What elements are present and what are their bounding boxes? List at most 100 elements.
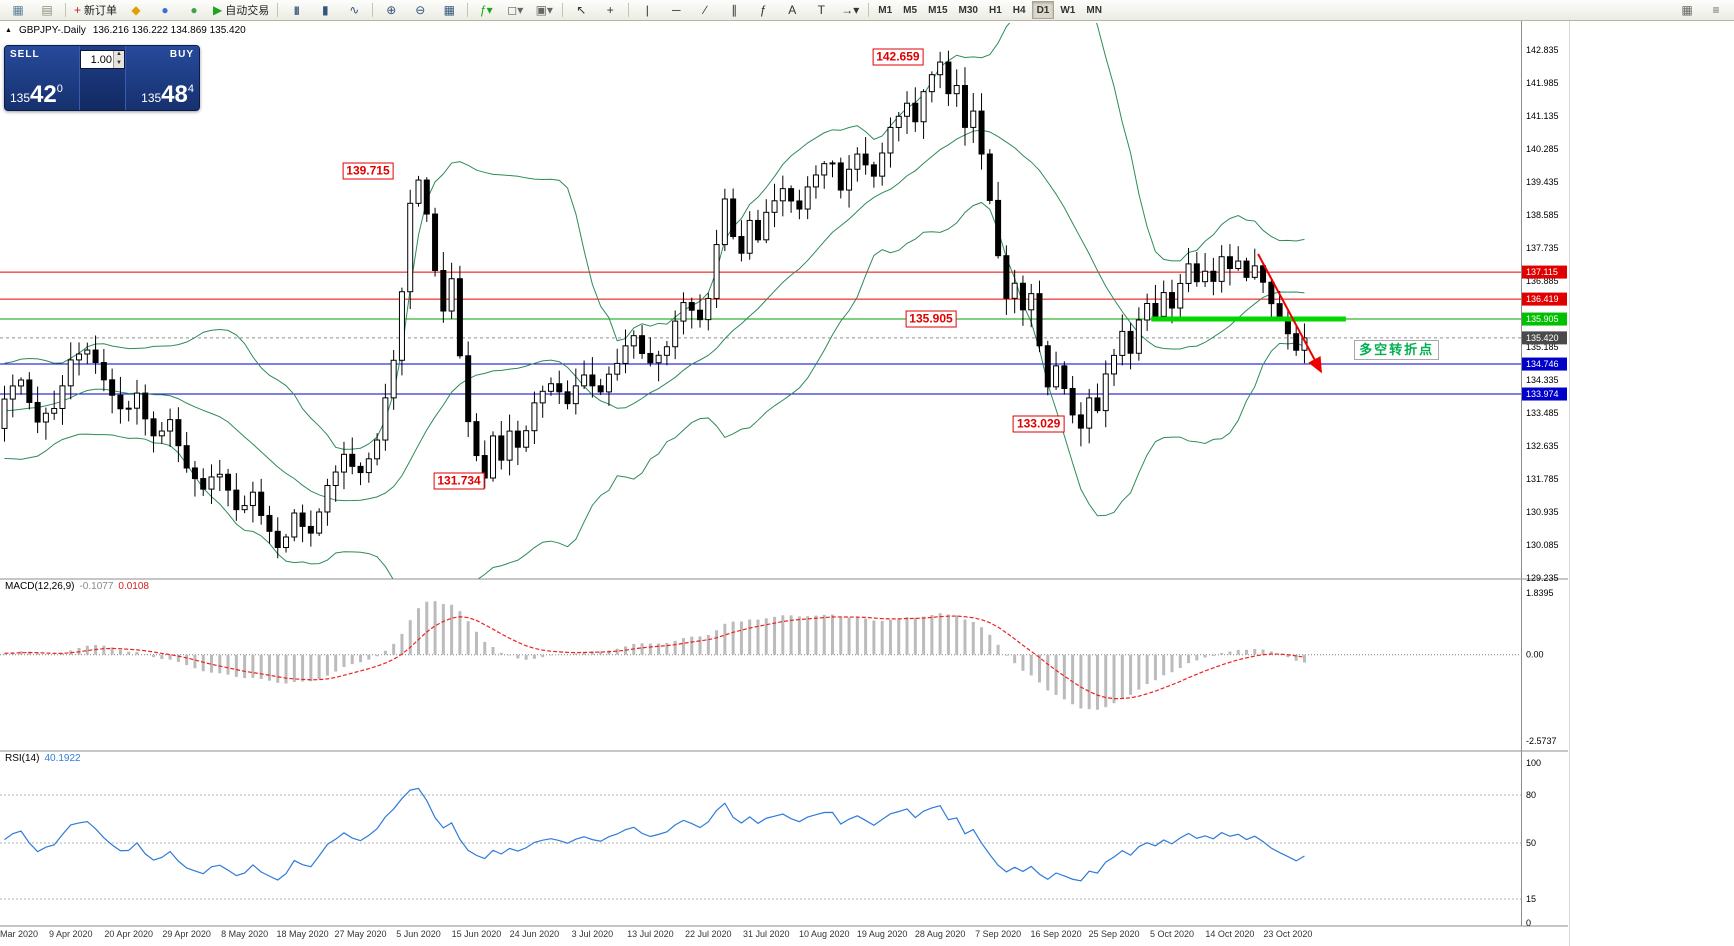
svg-text:134.335: 134.335	[1526, 375, 1559, 385]
svg-text:137.735: 137.735	[1526, 243, 1559, 253]
toolbar-tile-windows-button[interactable]: ▦	[435, 0, 463, 20]
timeframe-h4-button[interactable]: H4	[1012, 4, 1026, 16]
svg-text:29 Apr 2020: 29 Apr 2020	[162, 929, 211, 939]
toolbar-separator	[562, 3, 564, 17]
rsi-value: 40.1922	[44, 753, 81, 764]
svg-text:138.585: 138.585	[1526, 210, 1559, 220]
one-click-trading-widget: SELL 135420 ▲ ▼ BUY	[4, 45, 200, 111]
toolbar-crosshair-button[interactable]: +	[596, 0, 624, 20]
autotrading-label: 自动交易	[225, 5, 270, 17]
lot-decrement-button[interactable]: ▼	[113, 59, 124, 68]
timeframe-m15-button[interactable]: M15	[928, 4, 948, 16]
sell-price-big: 42	[30, 81, 57, 108]
new-order-icon: +	[74, 3, 82, 17]
candlestick-chart-icon: ▮	[321, 3, 329, 17]
toolbar-new-order-button[interactable]: + 新订单	[70, 0, 121, 20]
svg-text:27 May 2020: 27 May 2020	[335, 929, 387, 939]
lot-increment-button[interactable]: ▲	[113, 51, 124, 60]
toolbar-zoom-in-button[interactable]: ⊕	[377, 0, 405, 20]
toolbar-candlestick-chart-button[interactable]: ▮	[311, 0, 339, 20]
arrows-icon: →▾	[841, 3, 860, 17]
line-chart-icon: ∿	[349, 3, 360, 17]
toolbar-zoom-out-button[interactable]: ⊖	[406, 0, 434, 20]
svg-text:13 Jul 2020: 13 Jul 2020	[627, 929, 674, 939]
toolbar-text-label-button[interactable]: T	[807, 0, 835, 20]
lot-size-stepper: ▲ ▼	[113, 51, 124, 68]
zoom-out-icon: ⊖	[415, 3, 426, 17]
price-annotation[interactable]: 133.029	[1012, 415, 1065, 433]
toolbar-separator	[277, 3, 279, 17]
svg-text:7 Sep 2020: 7 Sep 2020	[975, 929, 1021, 939]
vertical-line-icon: |	[645, 3, 649, 17]
crosshair-icon: +	[606, 3, 614, 17]
timeframe-m1-button[interactable]: M1	[878, 4, 893, 16]
toolbar-templates-button[interactable]: ▣▾	[530, 0, 558, 20]
svg-text:139.435: 139.435	[1526, 177, 1559, 187]
periods-icon: ◻▾	[507, 3, 524, 17]
timeframe-d1-button[interactable]: D1	[1031, 1, 1055, 19]
svg-text:135.185: 135.185	[1526, 342, 1559, 352]
macd-value-signal: 0.0108	[118, 581, 149, 592]
timeframe-m30-button[interactable]: M30	[958, 4, 978, 16]
toolbar-bar-chart-button[interactable]: |||	[282, 0, 310, 20]
toolbar-text-button[interactable]: A	[778, 0, 806, 20]
svg-text:130.935: 130.935	[1526, 507, 1559, 517]
svg-text:100: 100	[1526, 758, 1541, 768]
collapse-triangle-icon[interactable]: ▲	[5, 27, 12, 34]
buy-button[interactable]: BUY 135484	[125, 46, 199, 110]
toolbar-market-news-button[interactable]: ●	[180, 0, 208, 20]
toolbar-indicators-button[interactable]: ƒ▾	[472, 0, 500, 20]
svg-text:50: 50	[1526, 838, 1536, 848]
sell-button[interactable]: SELL 135420	[5, 46, 79, 110]
bar-chart-icon: |||	[293, 5, 299, 15]
profiles-icon: ▤	[41, 3, 53, 17]
toolbar-metaeditor-button[interactable]: ◆	[122, 0, 150, 20]
timeframe-w1-button[interactable]: W1	[1060, 4, 1076, 16]
toolbar-chart-shift-button[interactable]: ▦	[1673, 0, 1701, 20]
svg-text:16 Sep 2020: 16 Sep 2020	[1031, 929, 1082, 939]
price-annotation[interactable]: 135.905	[905, 310, 957, 328]
buy-label: BUY	[169, 49, 194, 60]
symbol-name: GBPJPY-.Daily	[18, 25, 86, 36]
toolbar-separator	[868, 3, 870, 17]
toolbar-periods-button[interactable]: ◻▾	[501, 0, 529, 20]
svg-text:142.835: 142.835	[1526, 45, 1559, 55]
toolbar-cursor-button[interactable]: ↖	[567, 0, 595, 20]
toolbar-arrows-button[interactable]: →▾	[836, 0, 864, 20]
toolbar-docking-button[interactable]: ≡	[1702, 0, 1730, 20]
metaeditor-icon: ◆	[131, 3, 141, 17]
svg-text:31 Jul 2020: 31 Jul 2020	[743, 929, 790, 939]
timeframe-m5-button[interactable]: M5	[903, 4, 918, 16]
toolbar-trendline-button[interactable]: ∕	[691, 0, 719, 20]
toolbar-profiles-button[interactable]: ▤	[33, 0, 61, 20]
workspace: 142.835 141.985 141.135 140.285 139.435 138.5…	[0, 21, 1734, 946]
templates-icon: ▣▾	[535, 3, 553, 17]
svg-text:23 Oct 2020: 23 Oct 2020	[1263, 929, 1312, 939]
toolbar-line-chart-button[interactable]: ∿	[340, 0, 368, 20]
timeframe-mn-button[interactable]: MN	[1086, 4, 1102, 16]
tile-windows-icon: ▦	[443, 3, 455, 17]
svg-text:136.885: 136.885	[1526, 276, 1559, 286]
chart-canvas[interactable]: 142.835 141.985 141.135 140.285 139.435 138.5…	[0, 21, 1568, 946]
text-label-icon: T	[817, 3, 825, 17]
docking-icon: ≡	[1712, 3, 1720, 17]
toolbar-autotrading-button[interactable]: ▶ 自动交易	[209, 0, 273, 20]
toolbar-equidistant-channel-button[interactable]: ∥	[720, 0, 748, 20]
toolbar-vertical-line-button[interactable]: |	[633, 0, 661, 20]
toolbar-separator	[628, 3, 630, 17]
price-annotation[interactable]: 131.734	[433, 472, 485, 490]
toolbar-new-chart-button[interactable]: ▦	[4, 0, 32, 20]
price-annotation[interactable]: 142.659	[872, 48, 924, 66]
svg-text:15 Jun 2020: 15 Jun 2020	[452, 929, 502, 939]
price-annotation[interactable]: 139.715	[342, 162, 394, 180]
toolbar-fibonacci-button[interactable]: ƒ	[749, 0, 777, 20]
toolbar-horizontal-line-button[interactable]: ─	[662, 0, 690, 20]
timeframe-h1-button[interactable]: H1	[988, 4, 1002, 16]
toolbar-alerts-button[interactable]: ●	[151, 0, 179, 20]
equidistant-channel-icon: ∥	[731, 3, 738, 17]
turning-point-note[interactable]: 多空转折点	[1354, 339, 1440, 360]
svg-text:18 May 2020: 18 May 2020	[277, 929, 329, 939]
alerts-icon: ●	[161, 3, 169, 17]
lot-size-input[interactable]	[81, 51, 113, 68]
macd-name: MACD(12,26,9)	[5, 581, 75, 592]
